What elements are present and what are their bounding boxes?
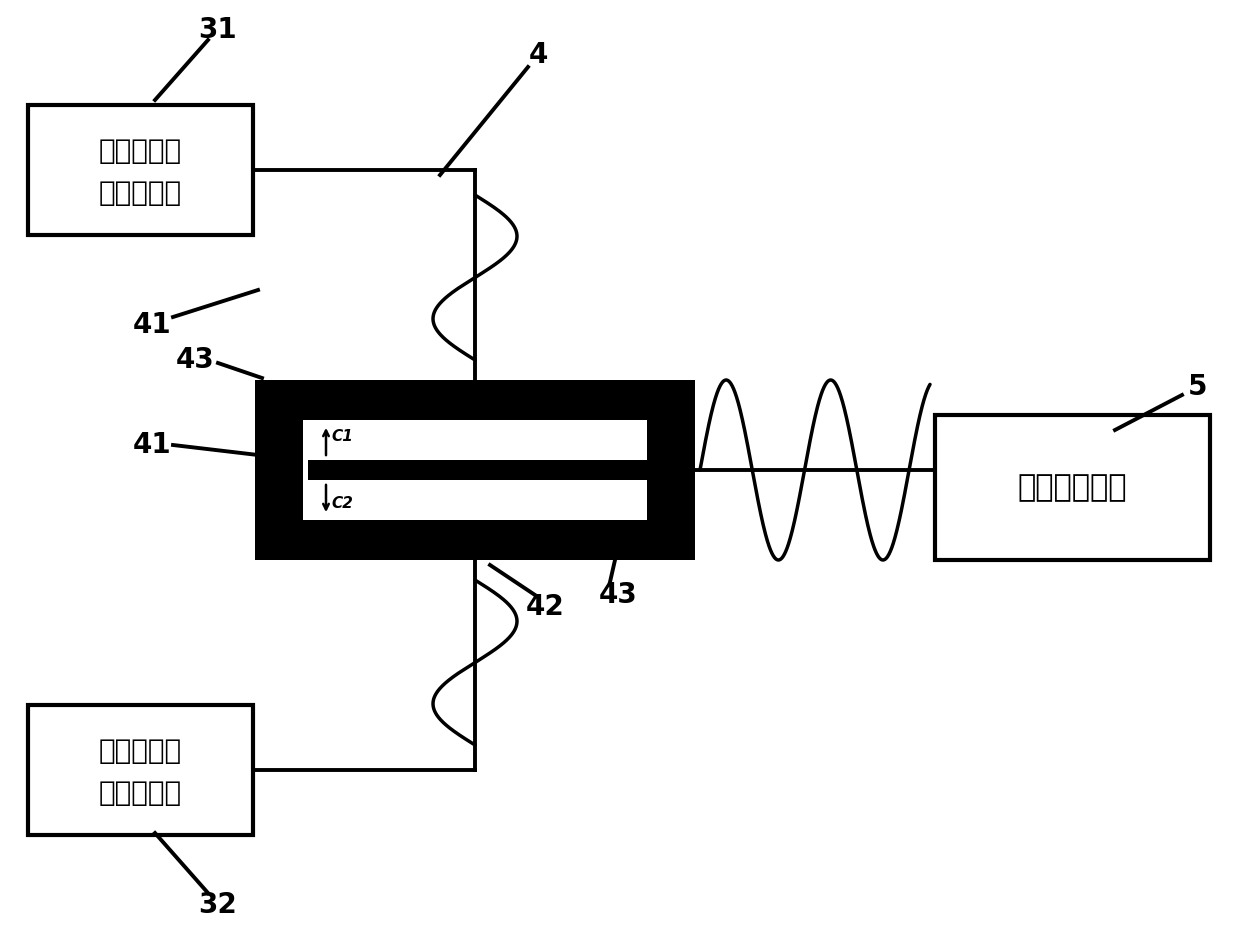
Bar [29, 105, 253, 235]
Text: 5: 5 [1188, 373, 1208, 401]
Text: 41: 41 [133, 311, 171, 339]
Text: 41: 41 [133, 431, 171, 459]
Bar [273, 398, 303, 542]
Text: 42: 42 [526, 593, 564, 621]
Text: C1: C1 [331, 429, 353, 444]
Bar [647, 398, 677, 542]
Text: 第一压控型: 第一压控型 [99, 137, 182, 165]
Text: 43: 43 [176, 346, 215, 374]
Text: 32: 32 [198, 891, 237, 919]
Bar [303, 520, 647, 542]
Text: C2: C2 [331, 496, 353, 511]
Bar [255, 380, 694, 560]
Text: 运算放大器: 运算放大器 [99, 780, 182, 808]
Bar [29, 705, 253, 835]
Text: 43: 43 [599, 581, 637, 609]
Text: 31: 31 [198, 16, 237, 44]
Text: 运算放大器: 运算放大器 [99, 180, 182, 208]
Text: 调制解调电路: 调制解调电路 [1018, 473, 1127, 502]
Text: 4: 4 [528, 41, 548, 69]
Bar [935, 415, 1210, 560]
Bar [273, 398, 677, 542]
Bar [308, 460, 650, 480]
Text: 第二压控型: 第二压控型 [99, 737, 182, 765]
Bar [303, 398, 647, 420]
Text: d: d [316, 463, 327, 478]
